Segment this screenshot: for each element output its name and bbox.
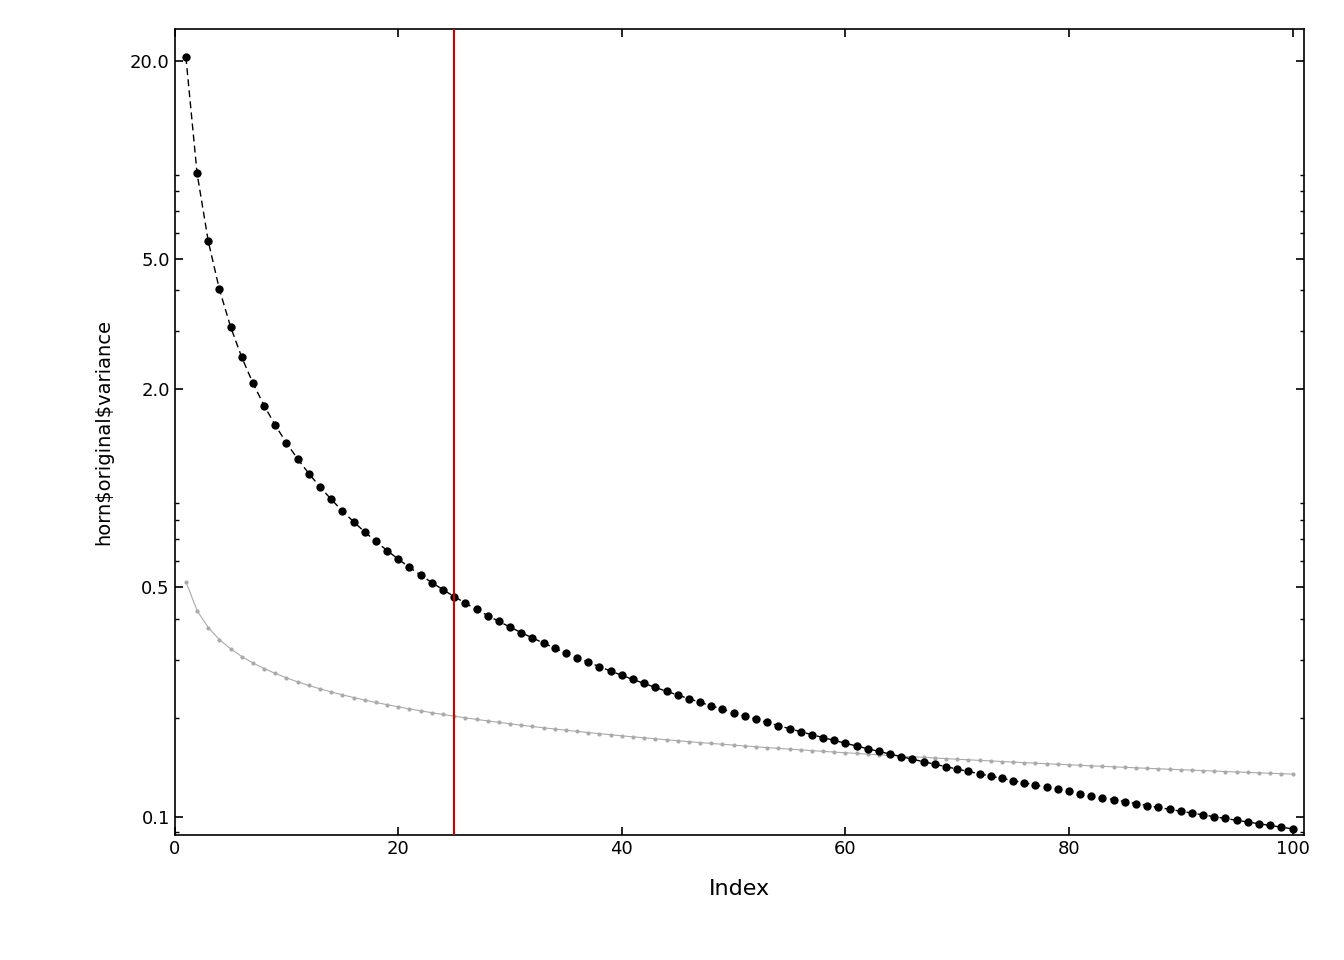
Y-axis label: horn\$original\$variance: horn\$original\$variance: [94, 319, 113, 545]
X-axis label: Index: Index: [708, 879, 770, 899]
